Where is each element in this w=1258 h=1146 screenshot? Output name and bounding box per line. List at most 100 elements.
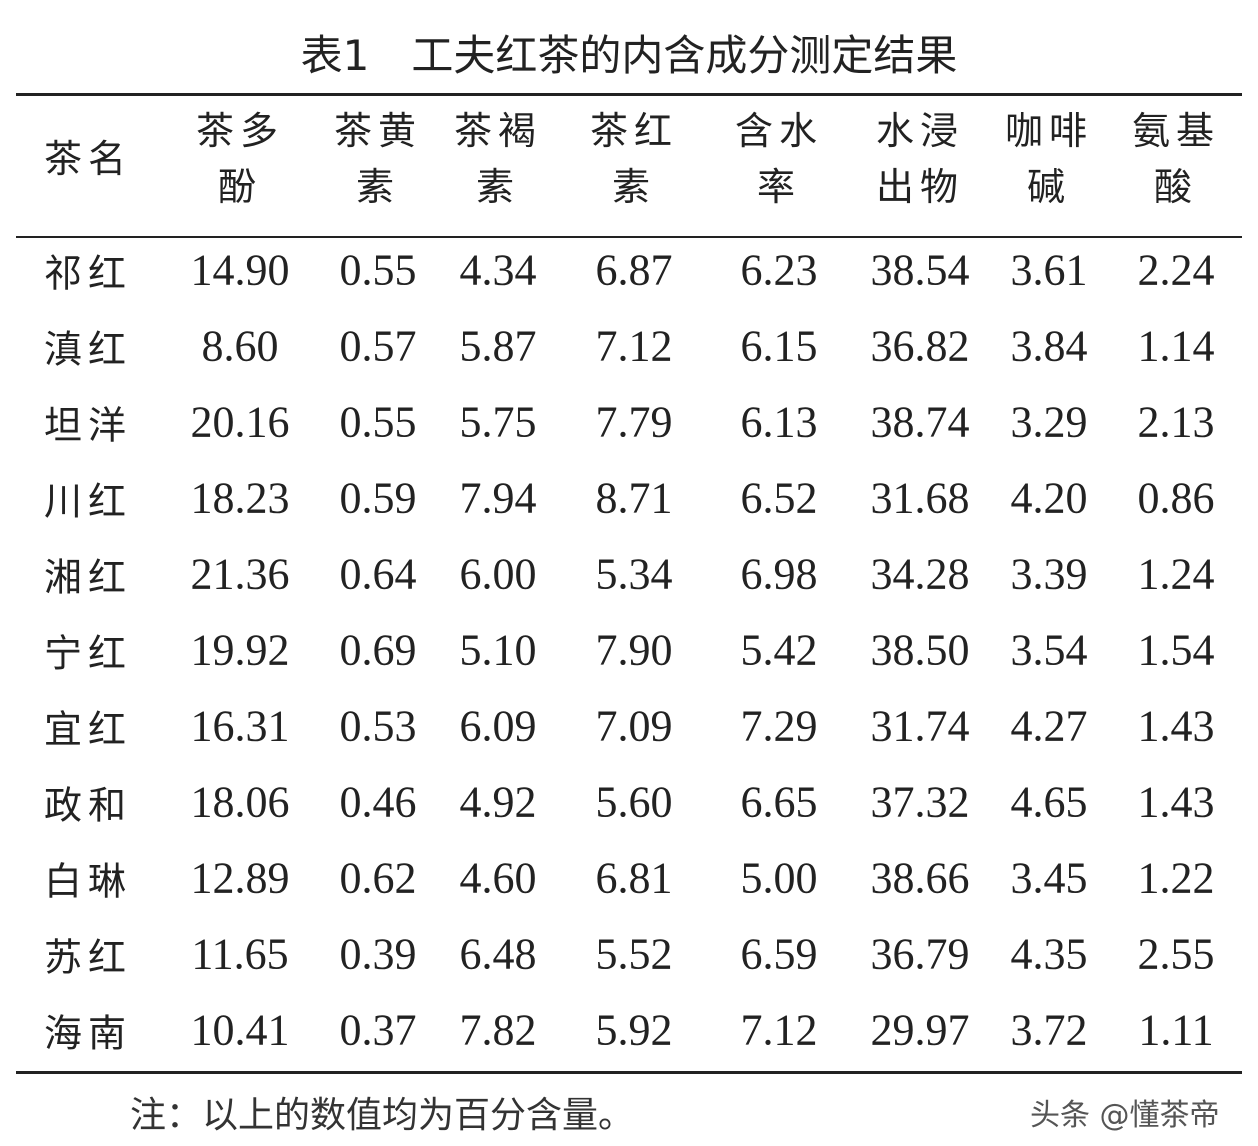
value-cell: 3.61 [1010,245,1088,295]
bottom-rule [16,1071,1242,1074]
row-name: 白琳 [43,861,133,904]
value-cell: 0.46 [339,777,417,827]
value-cell: 8.60 [201,321,279,371]
value-cell: 18.06 [190,777,290,827]
header-line: 茶名 [43,139,133,181]
value-cell: 6.23 [740,245,818,295]
value-cell: 1.14 [1137,321,1215,371]
header-line: 氨基 [1131,111,1221,153]
table-title: 表1 工夫红茶的内含成分测定结果 [300,31,958,80]
row-name: 滇红 [43,329,133,372]
row-name: 坦洋 [43,405,133,448]
value-cell: 4.60 [459,853,537,903]
value-cell: 5.60 [595,777,673,827]
header-line: 素 [475,167,521,209]
value-cell: 18.23 [190,473,290,523]
value-cell: 7.82 [459,1005,537,1055]
watermark: 头条 @懂茶帝 [1030,1098,1220,1133]
value-cell: 21.36 [190,549,290,599]
header-line: 茶红 [589,111,679,153]
value-cell: 0.37 [339,1005,417,1055]
value-cell: 5.92 [595,1005,673,1055]
row-name: 宜红 [43,709,133,752]
value-cell: 3.39 [1010,549,1088,599]
value-cell: 0.55 [339,397,417,447]
value-cell: 0.39 [339,929,417,979]
row-name: 宁红 [43,633,133,676]
value-cell: 0.62 [339,853,417,903]
value-cell: 7.12 [740,1005,818,1055]
value-cell: 6.98 [740,549,818,599]
value-cell: 4.92 [459,777,537,827]
header-cell: 茶褐素 [454,104,542,216]
row-name: 湘红 [43,557,133,600]
table-note: 注：以上的数值均为百分含量。 [130,1095,635,1136]
value-cell: 2.13 [1137,397,1215,447]
header-cell: 茶多酚 [196,104,284,216]
value-cell: 6.48 [459,929,537,979]
value-cell: 31.74 [870,701,970,751]
value-cell: 7.09 [595,701,673,751]
header-cell: 茶黄素 [334,104,422,216]
header-line: 酸 [1153,167,1199,209]
value-cell: 0.53 [339,701,417,751]
value-cell: 3.84 [1010,321,1088,371]
value-cell: 2.24 [1137,245,1215,295]
value-cell: 11.65 [191,929,289,979]
value-cell: 2.55 [1137,929,1215,979]
row-name: 海南 [43,1013,133,1056]
value-cell: 12.89 [190,853,290,903]
value-cell: 7.79 [595,397,673,447]
header-line: 素 [355,167,401,209]
header-line: 含水 [734,111,824,153]
value-cell: 1.43 [1137,701,1215,751]
value-cell: 36.82 [870,321,970,371]
header-cell: 茶名 [44,132,132,188]
value-cell: 5.10 [459,625,537,675]
header-line: 率 [756,167,802,209]
value-cell: 38.50 [870,625,970,675]
value-cell: 1.11 [1138,1005,1214,1055]
value-cell: 38.66 [870,853,970,903]
value-cell: 0.69 [339,625,417,675]
value-cell: 34.28 [870,549,970,599]
value-cell: 19.92 [190,625,290,675]
value-cell: 0.64 [339,549,417,599]
value-cell: 7.94 [459,473,537,523]
value-cell: 5.52 [595,929,673,979]
value-cell: 6.13 [740,397,818,447]
row-name: 苏红 [43,937,133,980]
value-cell: 6.52 [740,473,818,523]
value-cell: 38.54 [870,245,970,295]
row-name: 川红 [43,481,133,524]
value-cell: 38.74 [870,397,970,447]
value-cell: 5.87 [459,321,537,371]
value-cell: 3.54 [1010,625,1088,675]
header-line: 水浸 [875,111,965,153]
header-cell: 茶红素 [590,104,678,216]
value-cell: 6.87 [595,245,673,295]
row-name: 政和 [43,785,133,828]
value-cell: 1.43 [1137,777,1215,827]
value-cell: 0.55 [339,245,417,295]
header-cell: 含水率 [735,104,823,216]
value-cell: 5.42 [740,625,818,675]
header-cell: 咖啡碱 [1005,104,1093,216]
value-cell: 4.27 [1010,701,1088,751]
header-line: 素 [611,167,657,209]
value-cell: 3.72 [1010,1005,1088,1055]
value-cell: 4.34 [459,245,537,295]
header-rule [16,236,1242,238]
value-cell: 1.22 [1137,853,1215,903]
value-cell: 7.12 [595,321,673,371]
value-cell: 5.75 [459,397,537,447]
value-cell: 20.16 [190,397,290,447]
header-line: 酚 [217,167,263,209]
value-cell: 36.79 [870,929,970,979]
value-cell: 6.81 [595,853,673,903]
header-line: 碱 [1026,167,1072,209]
header-line: 茶多 [195,111,285,153]
value-cell: 7.29 [740,701,818,751]
value-cell: 8.71 [595,473,673,523]
